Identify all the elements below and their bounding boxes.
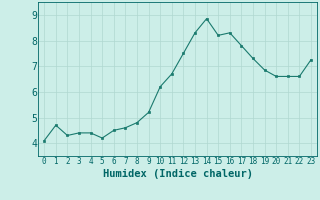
X-axis label: Humidex (Indice chaleur): Humidex (Indice chaleur)	[103, 169, 252, 179]
